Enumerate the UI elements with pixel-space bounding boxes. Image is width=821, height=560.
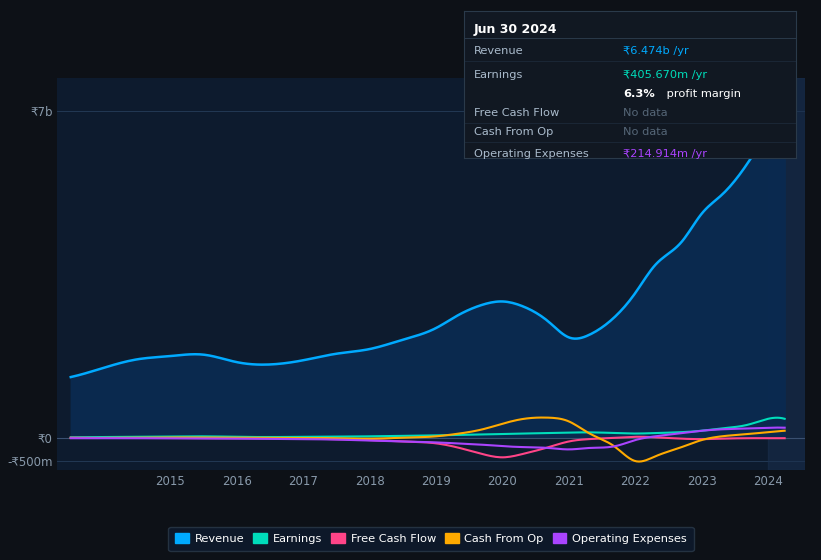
Text: Revenue: Revenue bbox=[474, 46, 524, 57]
Text: Cash From Op: Cash From Op bbox=[474, 127, 553, 137]
Text: ₹405.670m /yr: ₹405.670m /yr bbox=[623, 70, 708, 80]
Text: profit margin: profit margin bbox=[663, 89, 741, 99]
Text: Earnings: Earnings bbox=[474, 70, 523, 80]
Text: No data: No data bbox=[623, 108, 668, 118]
Legend: Revenue, Earnings, Free Cash Flow, Cash From Op, Operating Expenses: Revenue, Earnings, Free Cash Flow, Cash … bbox=[168, 526, 694, 551]
Text: 6.3%: 6.3% bbox=[623, 89, 655, 99]
Text: ₹6.474b /yr: ₹6.474b /yr bbox=[623, 46, 689, 57]
Bar bbox=[768, 78, 805, 470]
Text: Free Cash Flow: Free Cash Flow bbox=[474, 108, 559, 118]
Text: No data: No data bbox=[623, 127, 668, 137]
Text: ₹214.914m /yr: ₹214.914m /yr bbox=[623, 149, 708, 159]
Text: Operating Expenses: Operating Expenses bbox=[474, 149, 589, 159]
Text: Jun 30 2024: Jun 30 2024 bbox=[474, 23, 557, 36]
